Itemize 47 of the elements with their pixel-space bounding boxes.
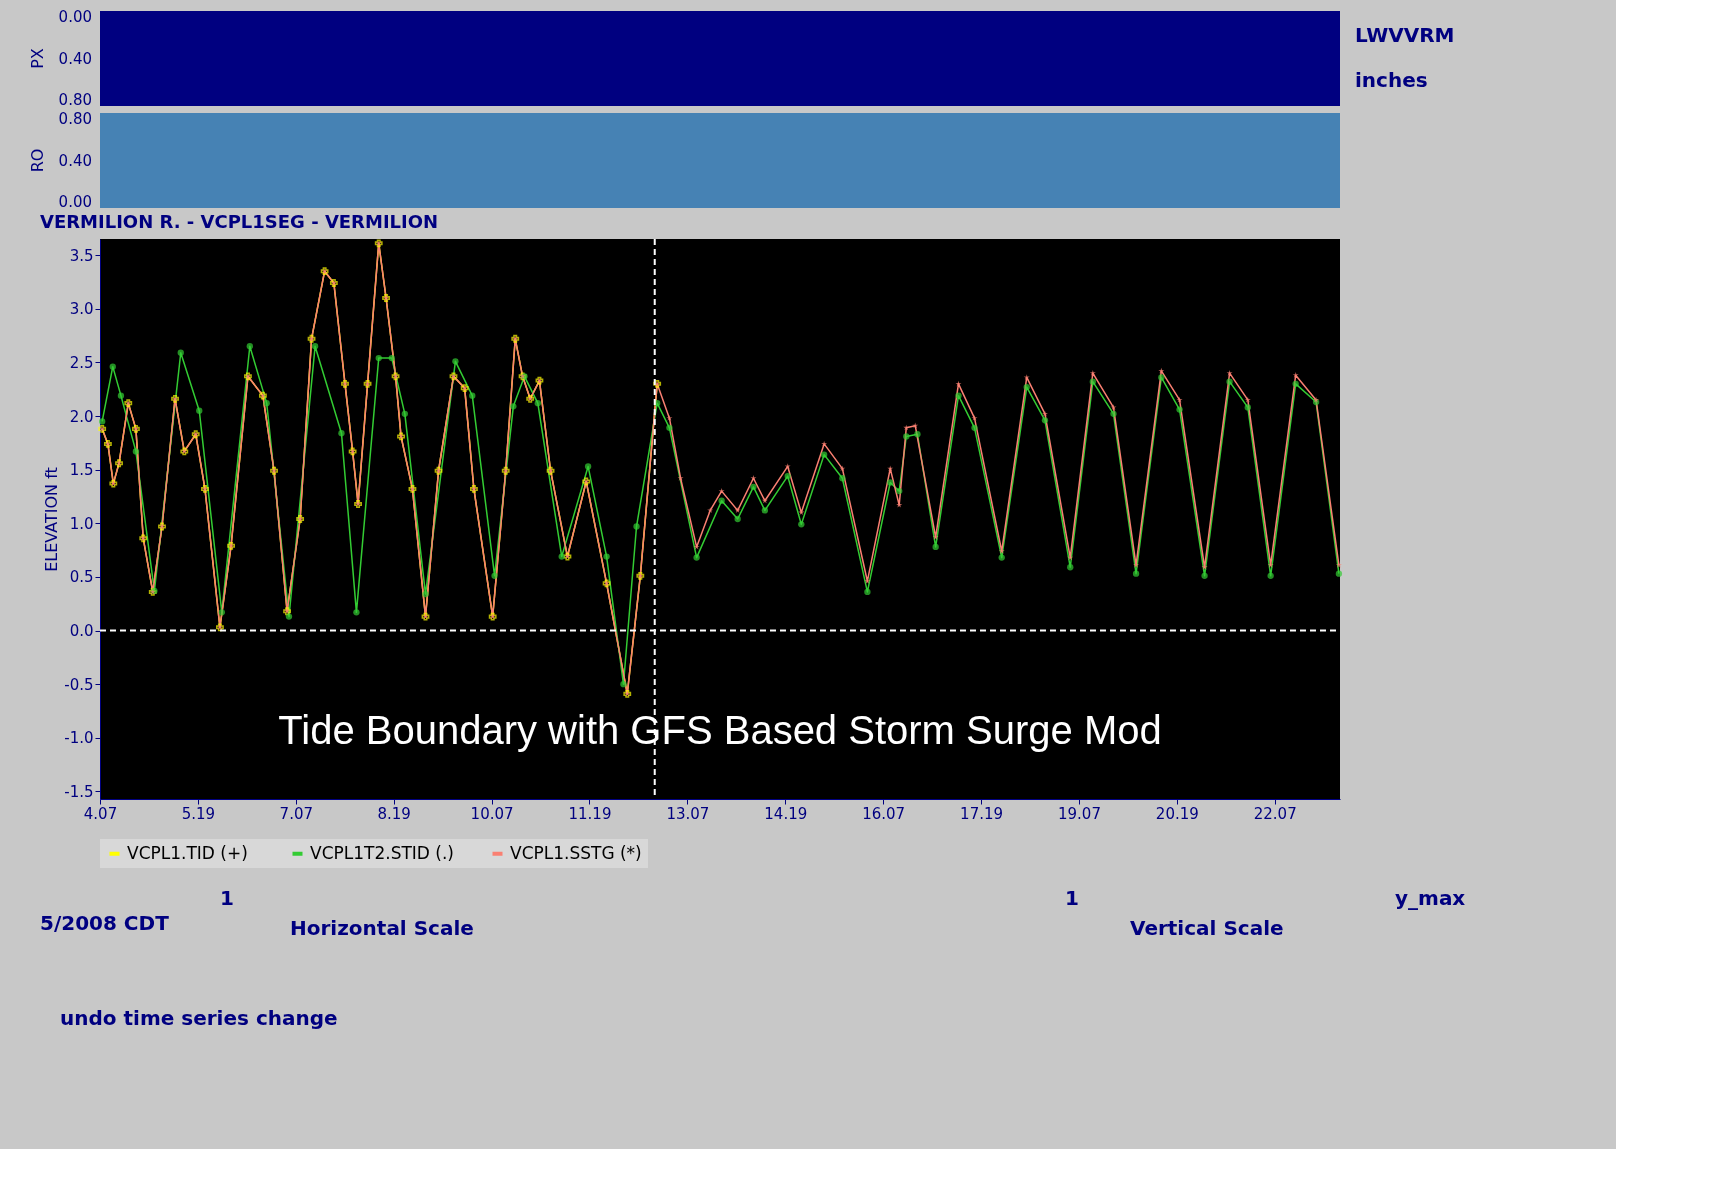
text: Vertical Scale	[1130, 916, 1284, 940]
text: 5/2008 CDT	[40, 911, 170, 935]
y-tick-label: 3.5	[69, 246, 94, 265]
x-tick-label: 8.19	[377, 804, 411, 823]
text: LWVVRM	[1355, 23, 1455, 47]
text: Horizontal Scale	[290, 916, 474, 940]
x-tick-label: 14.19	[764, 804, 808, 823]
text: 0.40	[58, 49, 92, 68]
x-tick-label: 17.19	[960, 804, 1004, 823]
y-tick-label: 2.5	[69, 353, 94, 372]
chart-title: VERMILION R. - VCPL1SEG - VERMILION	[40, 211, 439, 233]
y-tick-label: 0.5	[69, 568, 94, 587]
x-tick-label: 7.07	[279, 804, 313, 823]
text: inches	[1355, 68, 1428, 92]
text: 1	[220, 886, 234, 910]
text: y_max	[1395, 886, 1466, 910]
text: PX	[28, 48, 47, 69]
x-tick-label: 4.07	[83, 804, 118, 823]
y-tick-label: 0.0	[69, 622, 94, 641]
x-tick-label: 11.19	[568, 804, 612, 823]
x-tick-label: 10.07	[470, 804, 514, 823]
legend-label: VCPL1.SSTG (*)	[510, 842, 642, 863]
y-tick-label: -1.0	[64, 729, 94, 748]
text: undo time series change	[60, 1006, 338, 1030]
legend-label: VCPL1.TID (+)	[127, 842, 248, 863]
x-tick-label: 16.07	[862, 804, 906, 823]
text: 0.00	[58, 193, 92, 211]
text: 0.80	[58, 110, 92, 128]
y-tick-label: 1.5	[69, 461, 94, 480]
annotation: Tide Boundary with GFS Based Storm Surge Mod	[278, 707, 1162, 752]
x-tick-label: 13.07	[666, 804, 710, 823]
legend-label: VCPL1T2.STID (.)	[310, 842, 454, 863]
y-tick-label: -1.5	[64, 782, 94, 801]
text: 0.40	[58, 151, 92, 170]
text: 0.80	[58, 91, 92, 109]
text: RO	[28, 148, 47, 173]
text: 1	[1065, 886, 1079, 910]
y-axis-title: ELEVATION ft	[42, 467, 62, 572]
x-tick-label: 20.19	[1155, 804, 1199, 823]
x-tick-label: 5.19	[181, 804, 216, 823]
y-tick-label: 2.0	[69, 407, 94, 426]
x-tick-label: 19.07	[1057, 804, 1101, 823]
y-tick-label: -0.5	[64, 675, 94, 694]
text: 0.00	[58, 8, 92, 26]
y-tick-label: 3.0	[69, 300, 94, 319]
y-tick-label: 1.0	[69, 514, 94, 533]
x-tick-label: 22.07	[1253, 804, 1297, 823]
